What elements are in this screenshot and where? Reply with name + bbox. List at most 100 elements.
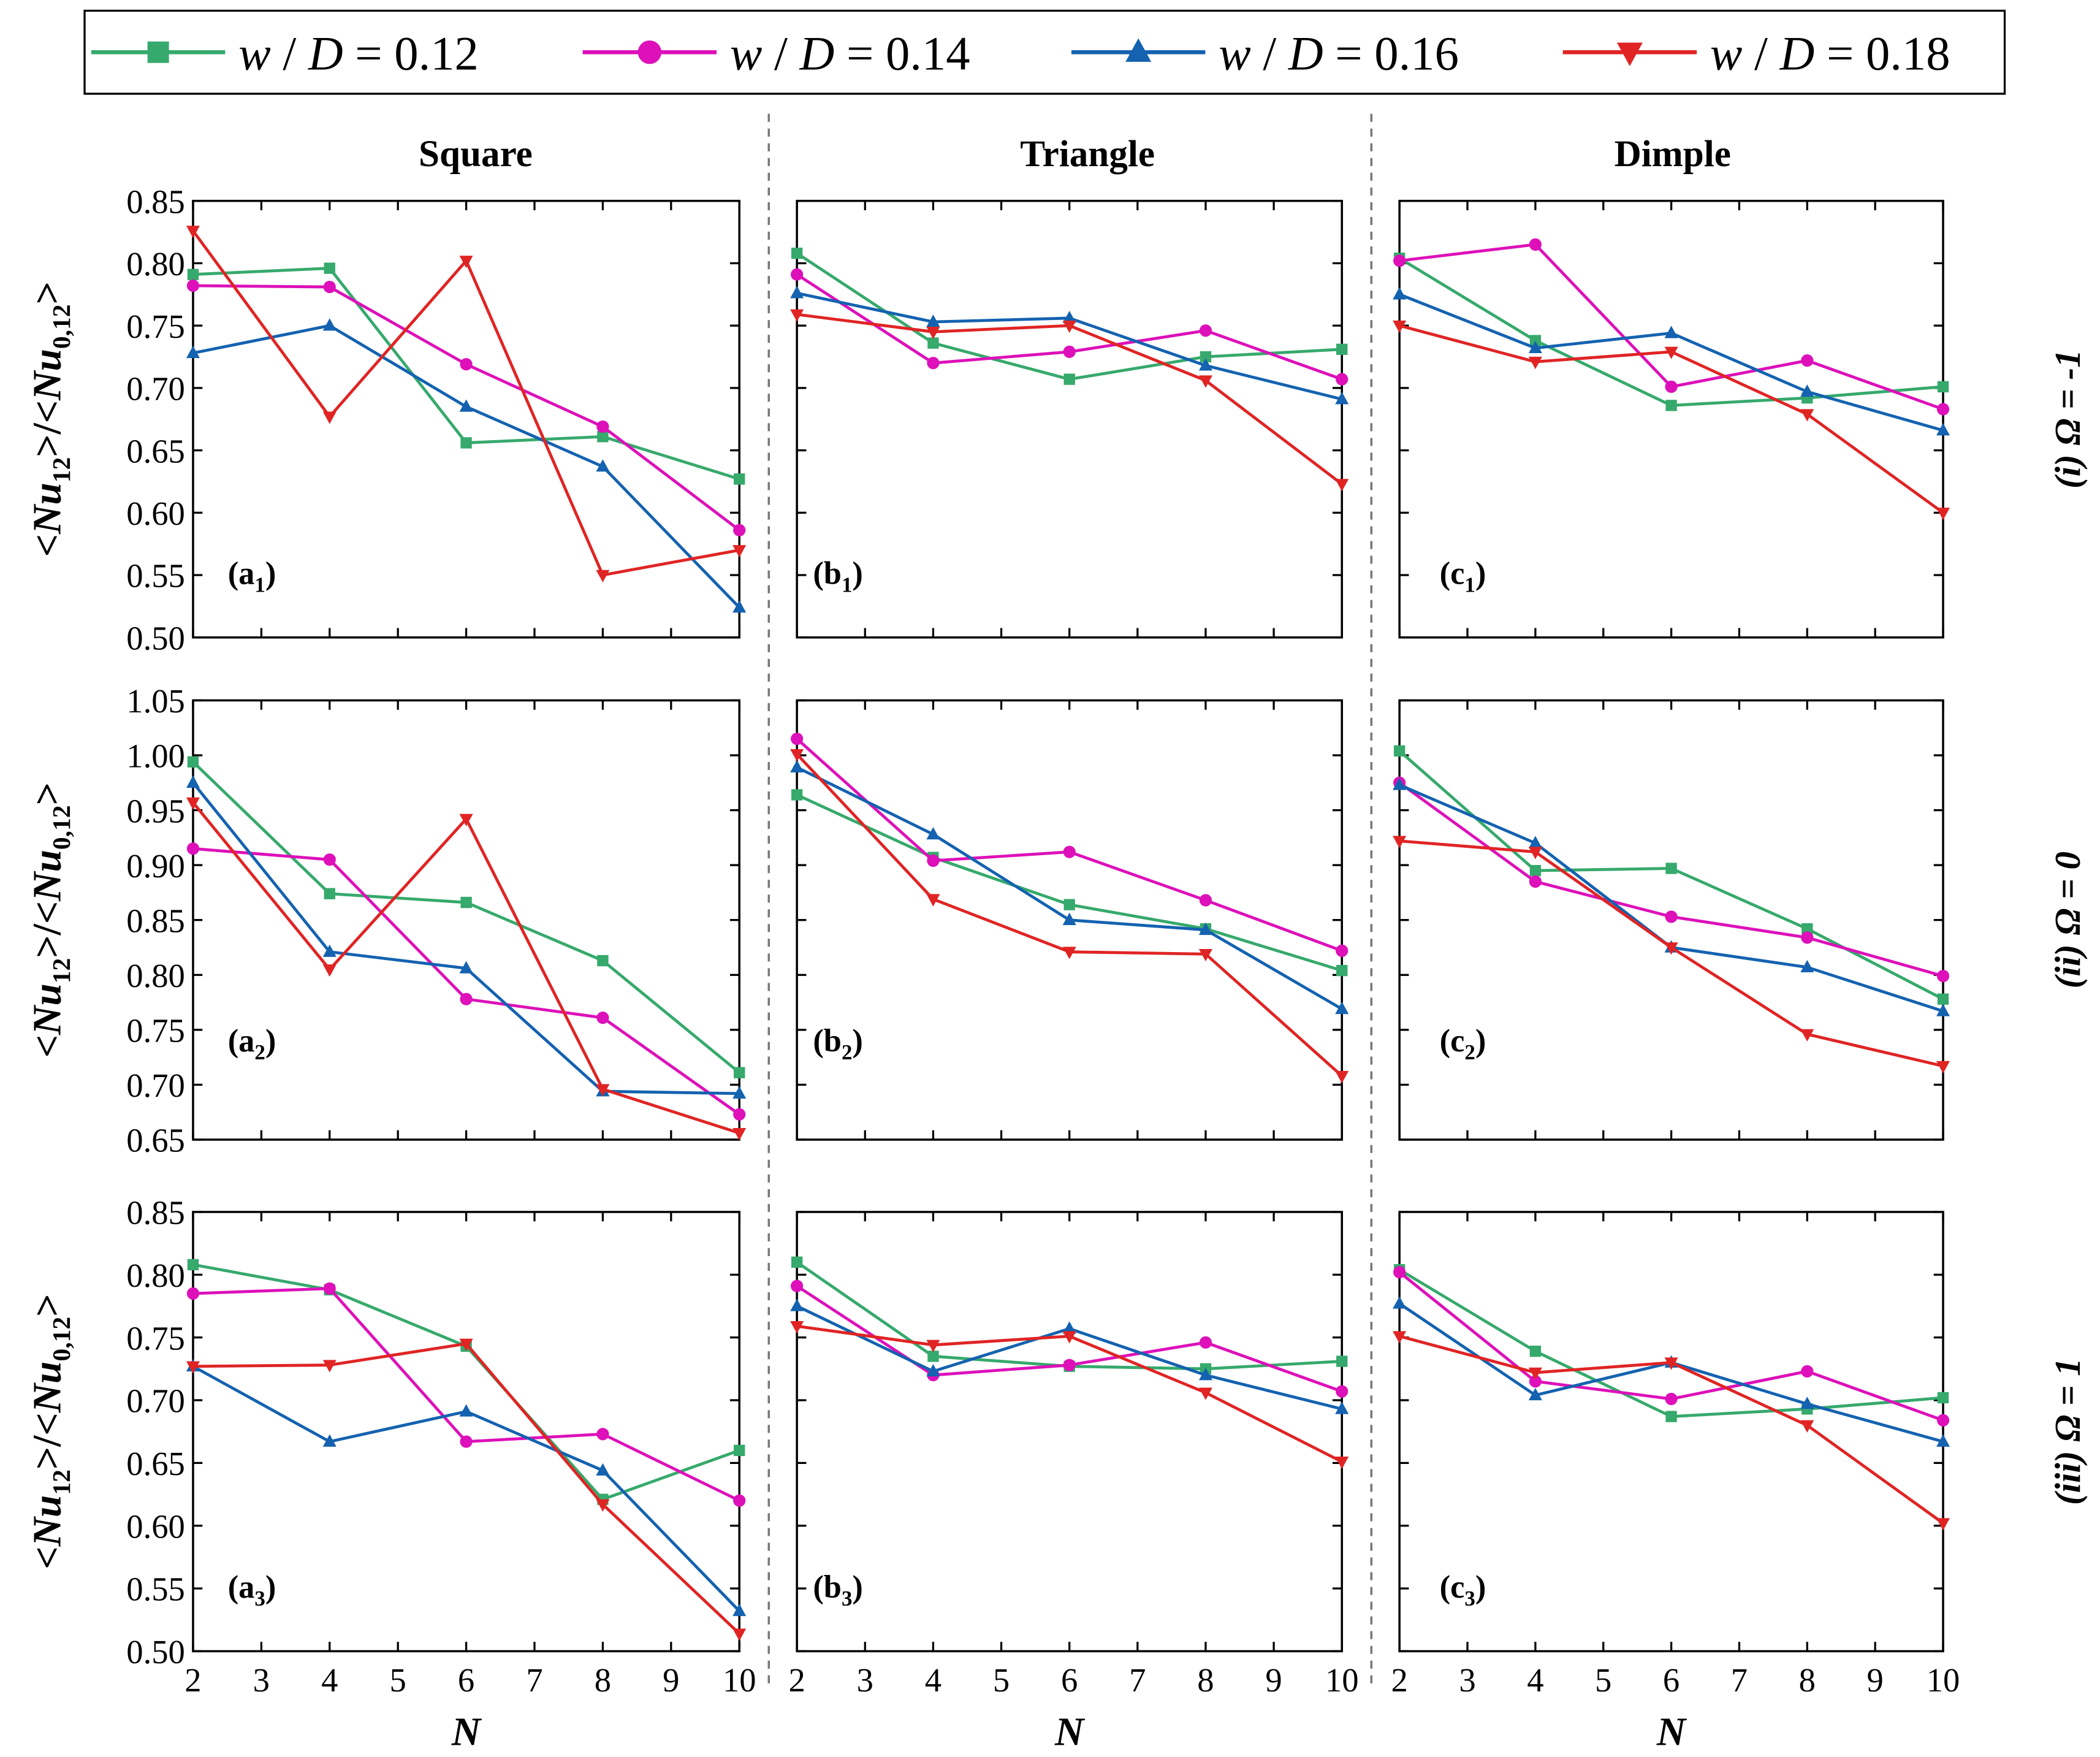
panels: <Nu12>/<Nu0,12> (i) Ω = -1 <Nu12>/<Nu0,12>… xyxy=(26,183,2088,1754)
triangle-down-marker xyxy=(1664,346,1678,359)
x-tick-label: 10 xyxy=(1325,1661,1359,1699)
triangle-down-marker xyxy=(186,797,200,810)
series-triangle-down xyxy=(186,797,747,1141)
column-title-square: Square xyxy=(419,133,533,175)
x-tick-label: 8 xyxy=(1799,1661,1816,1699)
x-tick-label: 6 xyxy=(458,1661,474,1699)
triangle-up-marker xyxy=(1198,922,1212,936)
x-tick-label: 4 xyxy=(321,1661,338,1699)
square-marker xyxy=(1801,923,1813,935)
triangle-down-marker xyxy=(596,570,610,582)
circle-marker xyxy=(637,40,662,64)
x-tick-label: 8 xyxy=(1197,1661,1214,1699)
triangle-down-marker xyxy=(596,1084,610,1097)
y-tick-label: 0.90 xyxy=(126,847,185,885)
plot-frame xyxy=(796,199,1343,639)
circle-marker xyxy=(1336,944,1349,957)
square-marker xyxy=(734,1444,745,1457)
triangle-up-marker xyxy=(1936,1004,1950,1016)
panel-a1: 0.50 0.55 0.60 0.65 0.70 0.75 0.80 0.85 (a1) xyxy=(126,183,747,657)
triangle-down-marker xyxy=(1393,320,1407,333)
circle-marker xyxy=(1936,1414,1950,1427)
x-tick-label: 4 xyxy=(1527,1661,1543,1699)
square-marker xyxy=(734,1067,745,1078)
triangle-down-marker xyxy=(926,894,940,907)
y-tick-label: 0.50 xyxy=(126,1633,185,1671)
legend-entry: w / D = 0.12 xyxy=(91,28,479,81)
y-tick-label: 1.00 xyxy=(126,737,185,775)
triangle-down-marker xyxy=(186,226,200,238)
triangle-up-marker xyxy=(1528,1387,1542,1401)
triangle-down-marker xyxy=(1062,320,1076,333)
x-tick-label: 5 xyxy=(390,1661,406,1699)
triangle-down-marker xyxy=(1528,1367,1542,1380)
circle-marker xyxy=(1063,345,1076,358)
circle-marker xyxy=(1529,238,1542,251)
series-triangle-up xyxy=(186,1359,747,1617)
circle-marker xyxy=(927,357,940,370)
x-tick-label: 7 xyxy=(526,1661,542,1699)
triangle-up-marker xyxy=(1335,1001,1349,1015)
panel-label: (a3) xyxy=(228,1569,276,1610)
row-label: (i) Ω = -1 xyxy=(2047,349,2088,489)
y-tick-label: 0.85 xyxy=(126,902,185,939)
legend-entry: w / D = 0.18 xyxy=(1562,28,1950,81)
series-triangle-up xyxy=(790,760,1349,1015)
x-tick-label: 3 xyxy=(1459,1661,1475,1699)
square-marker xyxy=(1393,745,1406,757)
triangle-up-marker xyxy=(459,399,473,412)
x-tick-label: 3 xyxy=(857,1661,873,1699)
triangle-up-marker xyxy=(1125,38,1152,62)
circle-marker xyxy=(791,268,804,281)
triangle-up-marker xyxy=(1664,326,1678,338)
series-circle xyxy=(791,268,1349,386)
panel-label: (b1) xyxy=(813,555,863,596)
triangle-down-marker xyxy=(322,964,337,977)
triangle-down-marker xyxy=(1528,847,1542,859)
x-tick-label: 9 xyxy=(663,1661,679,1699)
x-tick-label: 2 xyxy=(1391,1661,1407,1699)
series-triangle-down xyxy=(186,226,747,582)
circle-marker xyxy=(1336,1385,1349,1398)
triangle-up-marker xyxy=(1335,392,1349,405)
legend: w / D = 0.12 w / D = 0.14 w / D = 0.16 w / … xyxy=(91,28,1950,81)
circle-marker xyxy=(1801,354,1814,367)
x-tick-label: 4 xyxy=(925,1661,942,1699)
legend-entry: w / D = 0.16 xyxy=(1071,28,1459,81)
triangle-down-marker xyxy=(926,1340,940,1352)
y-tick-label: 0.60 xyxy=(126,495,185,532)
triangle-up-marker xyxy=(1528,836,1542,848)
square-marker xyxy=(1063,373,1075,385)
series-square xyxy=(1393,745,1949,1005)
square-marker xyxy=(927,1351,939,1362)
square-marker xyxy=(734,473,745,485)
triangle-down-marker xyxy=(1198,375,1212,388)
square-marker xyxy=(1937,993,1949,1005)
circle-marker xyxy=(460,1435,473,1448)
panel-label: (b3) xyxy=(813,1569,863,1610)
y-tick-label: 0.70 xyxy=(126,370,185,408)
square-marker xyxy=(1529,864,1542,877)
triangle-up-marker xyxy=(186,775,200,788)
triangle-down-marker xyxy=(322,1360,337,1373)
panel-label: (c1) xyxy=(1440,555,1486,596)
plot-frame xyxy=(192,699,740,1141)
legend-label: w / D = 0.18 xyxy=(1710,28,1950,81)
x-tick-label: 8 xyxy=(595,1661,611,1699)
triangle-down-marker xyxy=(1936,1518,1950,1531)
triangle-down-marker xyxy=(1198,1387,1212,1400)
y-tick-label: 0.95 xyxy=(126,792,185,829)
x-tick-label: 9 xyxy=(1265,1661,1282,1699)
x-axis-label: N xyxy=(451,1710,482,1754)
triangle-down-marker xyxy=(1800,1029,1814,1042)
circle-marker xyxy=(460,993,473,1005)
square-marker xyxy=(460,437,472,449)
series-square xyxy=(791,789,1348,977)
triangle-down-marker xyxy=(322,411,337,424)
legend-label: w / D = 0.16 xyxy=(1219,28,1459,81)
panel-c2: (c2) xyxy=(1393,699,1950,1141)
circle-marker xyxy=(1063,845,1076,858)
triangle-down-marker xyxy=(186,1361,200,1374)
circle-marker xyxy=(1393,254,1406,267)
